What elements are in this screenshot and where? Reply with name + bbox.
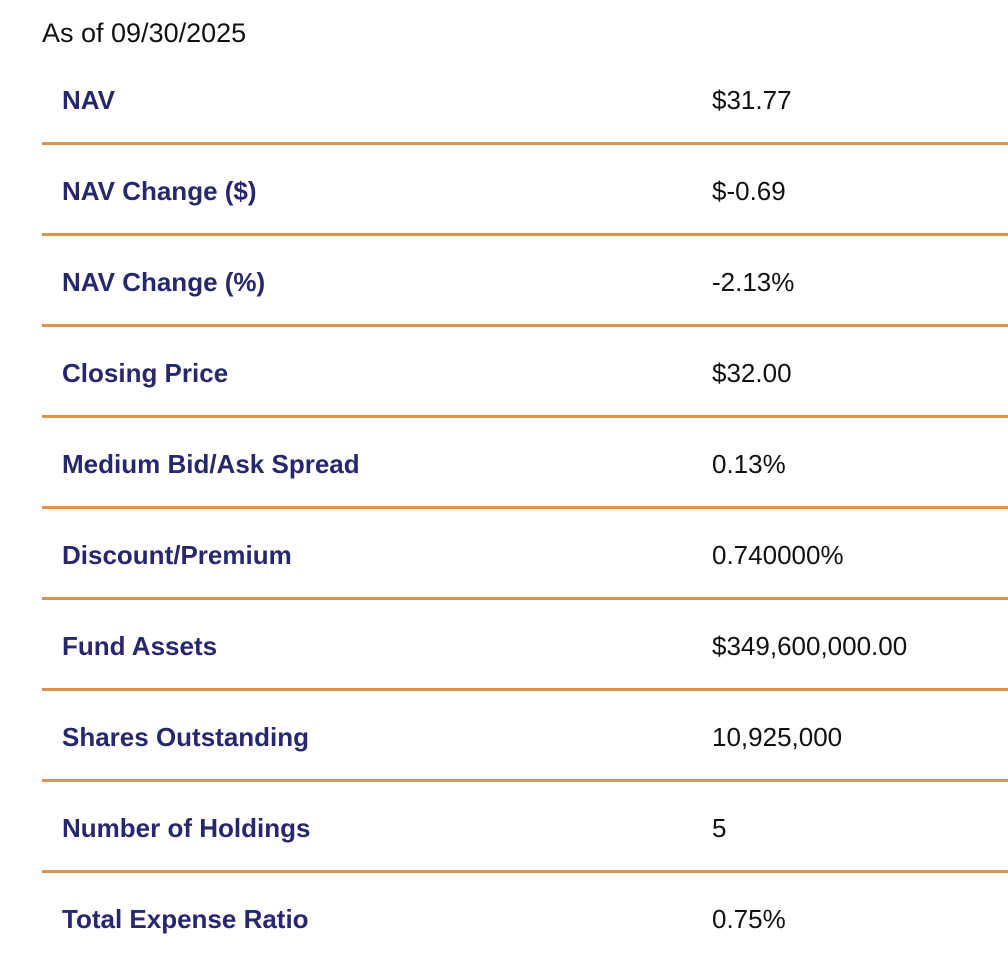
table-row-shares-outstanding: Shares Outstanding 10,925,000	[42, 691, 1008, 782]
row-label: Closing Price	[62, 358, 229, 388]
row-value: 0.75%	[712, 904, 786, 934]
table-row-fund-assets: Fund Assets $349,600,000.00	[42, 600, 1008, 691]
row-value: $31.77	[712, 85, 792, 115]
table-row-nav-change-dollar: NAV Change ($) $-0.69	[42, 145, 1008, 236]
row-value: 5	[712, 813, 727, 843]
table-row-discount-premium: Discount/Premium 0.740000%	[42, 509, 1008, 600]
row-value: $32.00	[712, 358, 792, 388]
row-label: Discount/Premium	[62, 540, 292, 570]
row-label: Total Expense Ratio	[62, 904, 309, 934]
table-row-number-of-holdings: Number of Holdings 5	[42, 782, 1008, 873]
row-value: 10,925,000	[712, 722, 843, 752]
as-of-date: As of 09/30/2025	[42, 18, 247, 48]
table-row-bid-ask-spread: Medium Bid/Ask Spread 0.13%	[42, 418, 1008, 509]
row-value: 0.13%	[712, 449, 786, 479]
row-value: 0.740000%	[712, 540, 844, 570]
row-label: Shares Outstanding	[62, 722, 310, 752]
row-label: NAV Change (%)	[62, 267, 266, 297]
fund-stats-table: NAV $31.77 NAV Change ($) $-0.69 NAV Cha…	[42, 54, 1008, 961]
row-value: $-0.69	[712, 176, 786, 206]
table-row-closing-price: Closing Price $32.00	[42, 327, 1008, 418]
row-label: Fund Assets	[62, 631, 218, 661]
row-label: Number of Holdings	[62, 813, 311, 843]
table-row-nav-change-percent: NAV Change (%) -2.13%	[42, 236, 1008, 327]
table-row-total-expense-ratio: Total Expense Ratio 0.75%	[42, 873, 1008, 961]
row-label: Medium Bid/Ask Spread	[62, 449, 360, 479]
row-label: NAV	[62, 85, 115, 115]
table-row-nav: NAV $31.77	[42, 54, 1008, 145]
row-label: NAV Change ($)	[62, 176, 257, 206]
row-value: -2.13%	[712, 267, 795, 297]
row-value: $349,600,000.00	[712, 631, 908, 661]
